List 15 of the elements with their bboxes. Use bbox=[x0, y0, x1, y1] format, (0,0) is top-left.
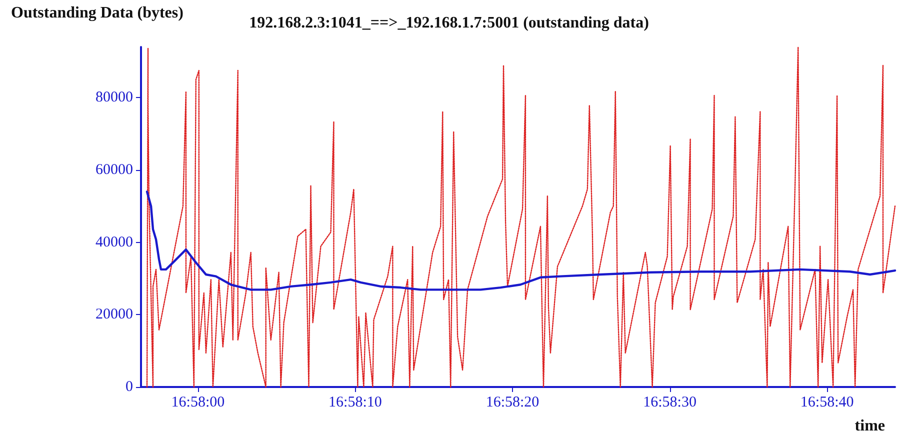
y-tick-label: 60000 bbox=[96, 162, 133, 178]
x-tick-label: 16:58:10 bbox=[328, 394, 382, 410]
x-tick-label: 16:58:00 bbox=[171, 394, 225, 410]
y-tick-label: 0 bbox=[126, 379, 133, 395]
y-tick-label: 80000 bbox=[96, 90, 133, 106]
y-tick-label: 20000 bbox=[96, 306, 133, 323]
chart-title: 192.168.2.3:1041_==>_192.168.1.7:5001 (outstanding data) bbox=[249, 14, 649, 32]
x-axis-title: time bbox=[854, 418, 885, 434]
x-tick-label: 16:58:20 bbox=[486, 394, 540, 410]
x-tick-label: 16:58:30 bbox=[643, 394, 696, 410]
x-tick-label: 16:58:40 bbox=[800, 394, 854, 410]
line-series bbox=[146, 46, 896, 388]
y-tick-label: 40000 bbox=[96, 234, 133, 250]
y-axis-title: Outstanding Data (bytes) bbox=[11, 4, 184, 22]
line-series bbox=[146, 190, 896, 291]
